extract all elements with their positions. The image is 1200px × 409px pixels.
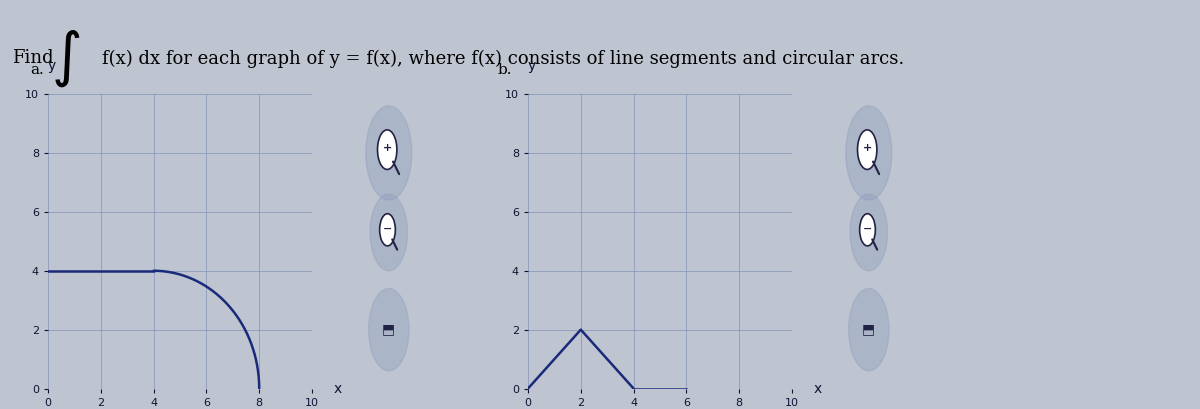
Text: −: −: [383, 224, 392, 234]
Text: b.: b.: [498, 63, 512, 76]
Text: x: x: [814, 382, 821, 396]
Text: $\int$: $\int$: [52, 28, 80, 89]
Text: +: +: [383, 143, 392, 153]
Circle shape: [378, 130, 397, 169]
Circle shape: [848, 288, 889, 371]
Circle shape: [370, 194, 408, 271]
Text: ⬒: ⬒: [863, 323, 875, 337]
Text: x: x: [334, 382, 341, 396]
Text: Find: Find: [12, 49, 54, 67]
Text: +: +: [863, 143, 872, 153]
Circle shape: [368, 288, 409, 371]
Circle shape: [379, 214, 395, 246]
Text: a.: a.: [30, 63, 43, 76]
Text: y: y: [48, 59, 56, 74]
Circle shape: [859, 214, 875, 246]
Circle shape: [846, 106, 892, 200]
Text: y: y: [528, 59, 536, 74]
Circle shape: [366, 106, 412, 200]
Text: ⬒: ⬒: [383, 323, 395, 337]
Text: f(x) dx for each graph of y = f(x), where f(x) consists of line segments and cir: f(x) dx for each graph of y = f(x), wher…: [102, 49, 905, 67]
Circle shape: [850, 194, 888, 271]
Circle shape: [858, 130, 877, 169]
Text: −: −: [863, 224, 872, 234]
